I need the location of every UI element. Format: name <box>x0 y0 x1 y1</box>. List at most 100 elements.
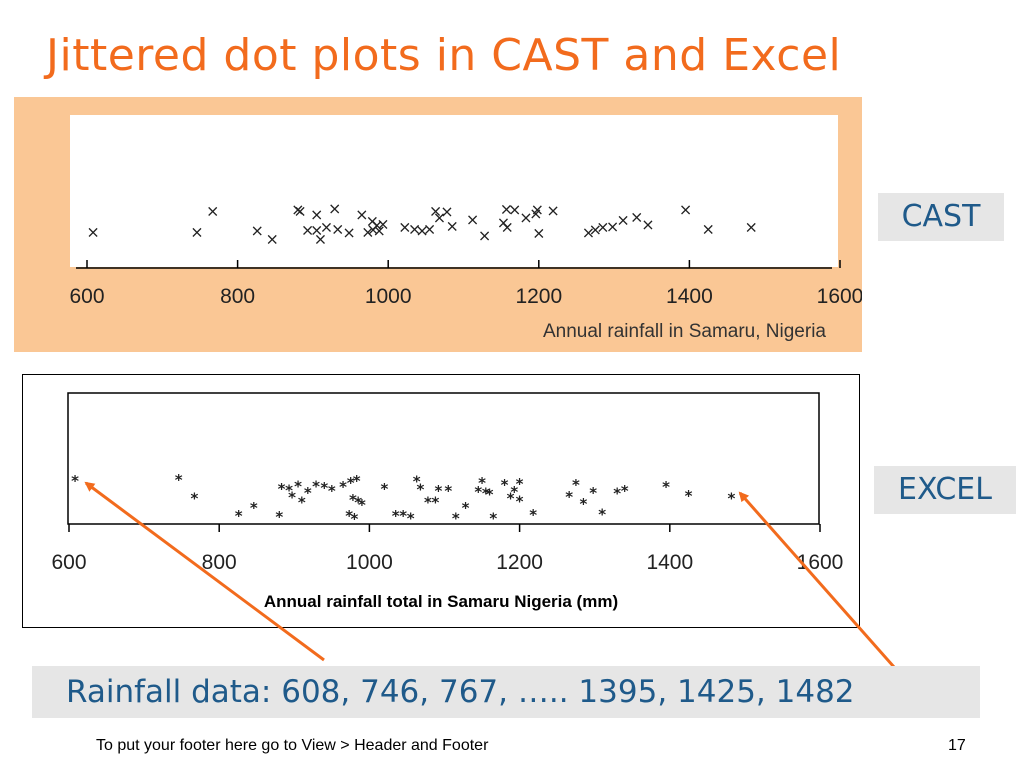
cast-data-point: × <box>301 221 314 240</box>
excel-tick-label: 1400 <box>646 551 693 574</box>
cast-tick-label: 800 <box>220 285 255 308</box>
slide-title: Jittered dot plots in CAST and Excel <box>46 30 842 81</box>
cast-data-point: × <box>596 218 609 237</box>
excel-data-point: * <box>478 474 486 492</box>
cast-data-point: × <box>372 221 385 240</box>
excel-data-point: * <box>516 493 524 511</box>
excel-data-point: * <box>235 507 243 525</box>
cast-data-point: × <box>376 214 389 233</box>
cast-tick-label: 1600 <box>817 285 862 308</box>
excel-tick-label: 1600 <box>797 551 844 574</box>
cast-data-point: × <box>433 208 446 227</box>
cast-plot-area <box>70 115 838 267</box>
excel-data-point: * <box>392 507 400 525</box>
excel-data-point: * <box>190 489 198 507</box>
cast-data-point: × <box>293 201 306 220</box>
excel-data-point: * <box>489 509 497 527</box>
cast-data-point: × <box>366 220 379 239</box>
cast-data-point: × <box>310 205 323 224</box>
excel-data-point: * <box>312 477 320 495</box>
cast-data-point: × <box>531 200 544 219</box>
cast-data-point: × <box>702 219 715 238</box>
cast-tick-label: 1000 <box>365 285 412 308</box>
cast-data-point: × <box>291 200 304 219</box>
excel-data-point: * <box>339 478 347 496</box>
cast-data-point: × <box>446 216 459 235</box>
excel-data-point: * <box>444 482 452 500</box>
cast-data-point: × <box>398 218 411 237</box>
excel-data-point: * <box>613 485 621 503</box>
cast-data-point: × <box>466 210 479 229</box>
cast-data-point: × <box>616 211 629 230</box>
excel-data-point: * <box>413 473 421 491</box>
cast-data-point: × <box>370 216 383 235</box>
excel-dot-plot: * * * * * * * * * * * * * * * * * * * * * * * * * * * * * * * * * * * * * * * *… <box>22 374 860 628</box>
excel-data-point: * <box>347 474 355 492</box>
excel-plot-svg: * *** * ** ***** * * * ********** * **** ** ********… <box>51 392 844 611</box>
excel-data-point: * <box>474 483 482 501</box>
cast-data-point: × <box>529 204 542 223</box>
excel-data-point: * <box>432 493 440 511</box>
excel-data-point: * <box>354 493 362 511</box>
cast-data-point: × <box>589 220 602 239</box>
excel-tick-label: 600 <box>51 551 86 574</box>
cast-data-point: × <box>331 219 344 238</box>
cast-plot-svg: × ××× ×××××××××××××××××× ×××××××× ×××××× ××××… <box>69 115 862 342</box>
excel-data-point: * <box>501 476 509 494</box>
excel-data-point: * <box>275 508 283 526</box>
excel-data-point: * <box>353 472 361 490</box>
excel-data-point: * <box>424 493 432 511</box>
cast-data-point: × <box>266 229 279 248</box>
excel-plot-area <box>67 392 820 525</box>
excel-x-axis-label: Annual rainfall total in Samaru Nigeria … <box>264 592 618 611</box>
cast-data-point: × <box>630 208 643 227</box>
cast-data-point: × <box>519 208 532 227</box>
excel-data-point: * <box>486 485 494 503</box>
excel-data-point: * <box>328 482 336 500</box>
excel-data-point: * <box>662 478 670 496</box>
cast-tick-label: 600 <box>69 285 104 308</box>
cast-data-point: × <box>250 221 263 240</box>
excel-data-point: * <box>462 499 470 517</box>
cast-data-point: × <box>546 201 559 220</box>
cast-data-point: × <box>440 202 453 221</box>
cast-data-point: × <box>206 201 219 220</box>
excel-tick-label: 1200 <box>496 551 543 574</box>
cast-data-point: × <box>508 200 521 219</box>
page-number: 17 <box>948 737 966 754</box>
excel-data-point: * <box>349 491 357 509</box>
footer-text: To put your footer here go to View > Hea… <box>96 737 489 754</box>
excel-data-point: * <box>516 475 524 493</box>
excel-data-point: * <box>685 487 693 505</box>
excel-data-point: * <box>452 509 460 527</box>
excel-label: EXCEL <box>874 466 1016 514</box>
cast-data-point: × <box>408 219 421 238</box>
cast-data-point: × <box>744 218 757 237</box>
cast-data-point: × <box>500 200 513 219</box>
cast-tick-label: 1400 <box>666 285 713 308</box>
excel-data-point: * <box>510 483 518 501</box>
cast-data-point: × <box>532 224 545 243</box>
excel-data-point: * <box>507 489 515 507</box>
excel-data-point: * <box>565 488 573 506</box>
cast-data-point: × <box>415 221 428 240</box>
excel-data-point: * <box>71 472 79 490</box>
excel-data-point: * <box>175 471 183 489</box>
cast-data-point: × <box>478 226 491 245</box>
cast-data-point: × <box>190 222 203 241</box>
cast-label: CAST <box>878 193 1004 241</box>
cast-data-point: × <box>366 211 379 230</box>
cast-data-point: × <box>328 199 341 218</box>
excel-data-point: * <box>399 507 407 525</box>
cast-data-point: × <box>423 219 436 238</box>
excel-data-point: * <box>407 509 415 527</box>
excel-data-point: * <box>250 499 258 517</box>
cast-data-point: × <box>641 215 654 234</box>
excel-data-point: * <box>529 506 537 524</box>
excel-data-point: * <box>380 480 388 498</box>
cast-data-point: × <box>361 222 374 241</box>
excel-data-point: * <box>727 489 735 507</box>
cast-x-axis-label: Annual rainfall in Samaru, Nigeria <box>543 321 826 342</box>
excel-data-point: * <box>435 482 443 500</box>
cast-data-point: × <box>86 222 99 241</box>
